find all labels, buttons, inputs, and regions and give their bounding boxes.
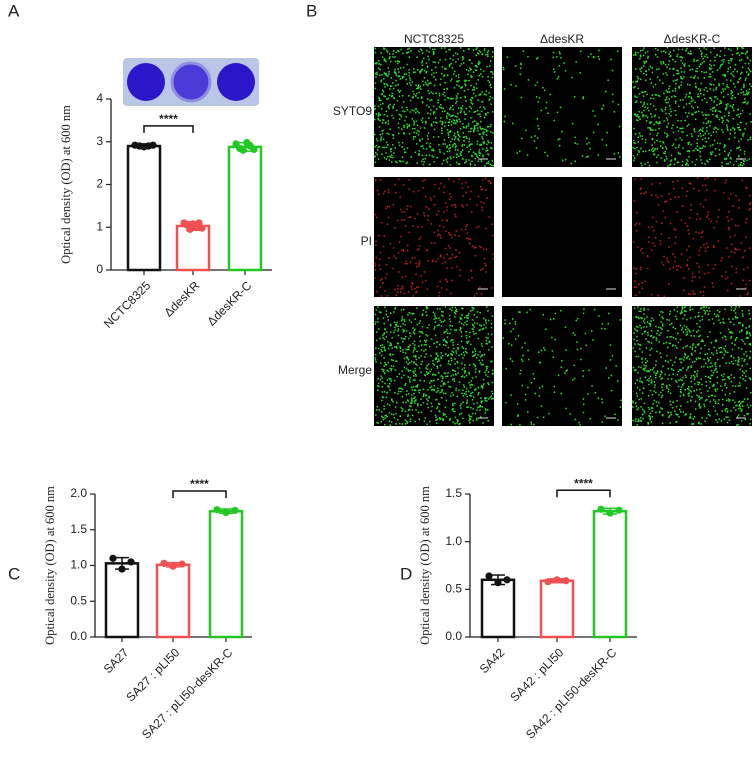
- cell-signal: [374, 177, 494, 297]
- data-point: [494, 579, 502, 587]
- bar: [480, 578, 516, 639]
- cell-signal: [632, 47, 752, 167]
- bar: [592, 509, 628, 639]
- y-tick-label: 2: [96, 177, 103, 191]
- cell-signal: [374, 306, 494, 426]
- y-tick-label: 2.0: [70, 486, 87, 500]
- column-label: ΔdesKR-C: [664, 32, 721, 46]
- bar: [155, 563, 191, 639]
- data-point: [198, 224, 206, 232]
- x-tick-label: ΔdesKR-C: [204, 278, 254, 328]
- panel-label: B: [306, 1, 317, 20]
- microscopy-grid: [374, 47, 752, 426]
- data-point: [606, 509, 614, 517]
- row-label: PI: [361, 234, 372, 248]
- image-bg: [374, 177, 494, 297]
- x-tick-label: SA27: [101, 645, 132, 676]
- y-tick-label: 1.5: [70, 522, 87, 536]
- image-bg: [502, 177, 622, 297]
- data-point: [160, 559, 168, 567]
- cell-signal: [374, 47, 494, 167]
- data-point: [239, 146, 247, 154]
- data-point: [485, 572, 493, 580]
- y-tick-label: 0.0: [445, 629, 462, 643]
- y-tick-label: 0.5: [445, 582, 462, 596]
- micrograph: [632, 47, 752, 167]
- data-point: [562, 577, 570, 585]
- micrograph: [502, 47, 622, 167]
- data-point: [127, 558, 135, 566]
- significance-bracket: [172, 490, 227, 499]
- panel-label: D: [400, 564, 412, 583]
- image-bg: [502, 47, 622, 167]
- data-point: [544, 578, 552, 586]
- significance-bracket: [556, 489, 611, 498]
- y-tick-label: 1.0: [70, 558, 87, 572]
- image-bg: [502, 306, 622, 426]
- x-tick-label: SA42 : pLI50: [507, 645, 566, 704]
- significance-bracket: [143, 125, 194, 133]
- data-point: [213, 506, 221, 514]
- data-point: [109, 554, 117, 562]
- data-point: [503, 576, 511, 584]
- y-axis-label: Optical density (OD) at 600 nm: [418, 486, 432, 645]
- data-point: [597, 505, 605, 513]
- significance-label: ****: [190, 477, 209, 491]
- bar: [104, 562, 140, 639]
- bar: [126, 144, 162, 272]
- image-bg: [632, 306, 752, 426]
- x-tick-label: NCTC8325: [101, 278, 154, 331]
- x-tick-label: ΔdesKR: [161, 278, 202, 319]
- data-point: [250, 145, 258, 154]
- y-tick-label: 1.5: [445, 486, 462, 500]
- image-bg: [632, 177, 752, 297]
- micrograph: [502, 177, 622, 297]
- data-point: [222, 508, 230, 517]
- micrograph: [502, 306, 622, 426]
- y-tick-label: 4: [96, 91, 103, 105]
- bar: [227, 145, 263, 272]
- data-point: [178, 560, 186, 568]
- micrograph: [374, 306, 494, 426]
- column-label: ΔdesKR: [540, 32, 584, 46]
- x-tick-label: SA42 : pLI50-desKR-C: [523, 645, 619, 741]
- y-tick-label: 1.0: [445, 534, 462, 548]
- panel-label: C: [8, 564, 20, 583]
- cell-signal: [632, 306, 752, 426]
- data-point: [615, 506, 623, 514]
- bar: [539, 579, 575, 639]
- y-tick-label: 0.5: [70, 593, 87, 607]
- data-point: [231, 506, 239, 515]
- x-tick-label: SA27 : pLI50-desKR-C: [139, 645, 235, 741]
- bar: [208, 509, 244, 639]
- column-label: NCTC8325: [404, 32, 464, 46]
- data-point: [186, 225, 194, 233]
- data-point: [169, 562, 177, 570]
- data-point: [553, 576, 561, 584]
- significance-label: ****: [159, 112, 178, 126]
- y-tick-label: 3: [96, 134, 103, 148]
- x-tick-label: SA27 : pLI50: [123, 645, 182, 704]
- cell-signal: [633, 177, 752, 297]
- y-tick-label: 0.0: [70, 629, 87, 643]
- y-axis-label: Optical density (OD) at 600 nm: [59, 105, 73, 264]
- data-point: [118, 565, 126, 573]
- x-tick-label: SA42: [477, 645, 508, 676]
- micrograph: [632, 177, 752, 297]
- significance-label: ****: [574, 476, 593, 490]
- row-label: Merge: [338, 363, 372, 377]
- micrograph: [632, 306, 752, 426]
- micrograph: [374, 47, 494, 167]
- y-tick-label: 1: [96, 219, 103, 233]
- micrograph: [374, 177, 494, 297]
- y-axis-label: Optical density (OD) at 600 nm: [43, 486, 57, 645]
- y-tick-label: 0: [96, 262, 103, 276]
- panel-label: A: [8, 1, 20, 20]
- row-label: SYTO9: [333, 104, 372, 118]
- bar: [175, 224, 211, 272]
- data-point: [149, 141, 157, 149]
- well-photo: [123, 58, 259, 106]
